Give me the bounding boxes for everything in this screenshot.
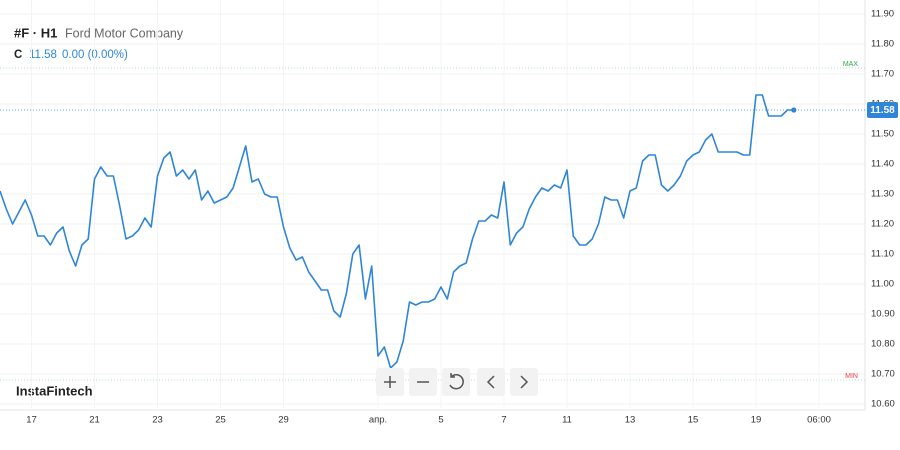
symbol: #F · H1 <box>14 25 57 40</box>
scroll-left-button[interactable] <box>477 368 505 396</box>
y-tick-label: 10.60 <box>871 399 895 410</box>
x-tick-label: 15 <box>688 415 699 426</box>
y-tick-label: 11.30 <box>871 189 894 200</box>
last-price-tag <box>867 102 898 118</box>
zoom-out-button[interactable] <box>409 368 437 396</box>
y-tick-label: 11.70 <box>871 69 894 80</box>
y-tick-label: 11.50 <box>871 129 894 140</box>
y-tick-label: 10.90 <box>871 309 895 320</box>
x-tick-label: 29 <box>278 415 289 426</box>
toolbar <box>376 368 538 396</box>
x-tick-label: 25 <box>215 415 226 426</box>
price-prefix: C <box>14 49 22 61</box>
y-tick-label: 11.90 <box>871 9 894 20</box>
scroll-right-button[interactable] <box>510 368 538 396</box>
x-tick-label: 06:00 <box>807 415 831 426</box>
price-change: 0.00 (0.00%) <box>62 49 128 61</box>
x-tick-label: 11 <box>562 415 572 426</box>
x-tick-label: 13 <box>625 415 636 426</box>
chart-title: Ford Motor Company <box>65 26 184 40</box>
last-price-tag-label: 11.58 <box>870 105 895 116</box>
max-line-label: MAX <box>843 61 859 68</box>
y-tick-label: 10.70 <box>871 369 895 380</box>
y-tick-label: 11.00 <box>871 279 894 290</box>
last-price: 11.58 <box>29 49 57 61</box>
x-tick-label: апр. <box>369 415 387 426</box>
min-line-label: MIN <box>845 373 858 380</box>
y-tick-label: 11.40 <box>871 159 894 170</box>
x-tick-label: 21 <box>89 415 100 426</box>
x-tick-label: 17 <box>26 415 37 426</box>
x-tick-label: 23 <box>152 415 163 426</box>
reset-button[interactable] <box>442 368 470 396</box>
y-tick-label: 11.20 <box>871 219 894 230</box>
last-point <box>791 107 797 113</box>
x-tick-label: 19 <box>751 415 762 426</box>
y-tick-label: 11.10 <box>871 249 894 260</box>
x-tick-label: 7 <box>501 415 506 426</box>
zoom-in-button[interactable] <box>376 368 404 396</box>
y-tick-label: 11.80 <box>871 39 894 50</box>
y-tick-label: 10.80 <box>871 339 895 350</box>
price-line <box>0 94 794 369</box>
x-tick-label: 5 <box>438 415 443 426</box>
brand: InstaFintech <box>16 383 93 398</box>
